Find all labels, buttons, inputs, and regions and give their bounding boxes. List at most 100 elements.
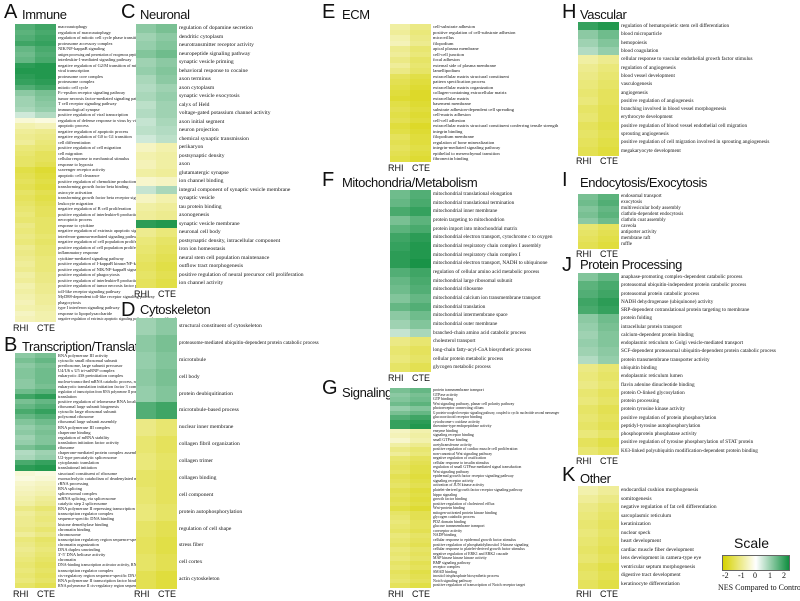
heatmap-cell — [390, 433, 411, 439]
heatmap-cell — [35, 117, 56, 124]
heatmap-cell — [136, 49, 157, 59]
heatmap-cell — [410, 488, 431, 494]
heatmap-cell — [390, 123, 411, 130]
column-label: RHI — [576, 456, 592, 466]
heatmap-cell — [598, 571, 619, 580]
heatmap-cell — [35, 552, 56, 558]
heatmap-cell — [15, 383, 36, 390]
heatmap-cell — [15, 239, 36, 246]
heatmap-cell — [35, 173, 56, 180]
heatmap-cell — [35, 562, 56, 569]
heatmap-cell — [390, 438, 411, 444]
heatmap-cell — [35, 450, 56, 456]
heatmap-cell — [136, 75, 157, 85]
row-label: photoreceptor connecting cilium — [433, 406, 484, 411]
column-label: RHI — [388, 589, 404, 599]
heatmap-cell — [410, 117, 431, 124]
row-label: filopodium membrane — [433, 134, 474, 140]
row-label: protein tyrosine kinase activity — [621, 406, 686, 413]
heatmap-cell — [390, 354, 411, 364]
row-label: eukaryotic translation initiation factor… — [58, 383, 144, 389]
heatmap-cell — [390, 551, 411, 557]
heatmap-cell — [15, 562, 36, 569]
heatmap-cell — [410, 565, 431, 571]
heatmap-cell — [598, 520, 619, 529]
heatmap-cell — [410, 515, 431, 521]
heatmap-cell — [35, 73, 56, 80]
heatmap-cell — [390, 465, 411, 471]
row-label: axon initial segment — [179, 118, 225, 125]
heatmap-cell — [598, 579, 619, 589]
row-label: proteasomal ubiquitin-independent protei… — [621, 282, 747, 289]
heatmap-cell — [390, 24, 411, 31]
row-label: NIK/NF-kappaB signaling — [58, 46, 105, 52]
heatmap-cell — [15, 161, 36, 168]
heatmap-cell — [598, 289, 619, 299]
heatmap-cell — [410, 460, 431, 466]
heatmap-cell — [410, 424, 431, 430]
heatmap-cell — [35, 217, 56, 224]
heatmap-cell — [15, 506, 36, 512]
heatmap-cell — [15, 101, 36, 108]
row-label: polysomal ribosome — [58, 414, 94, 420]
heatmap-cell — [136, 24, 157, 34]
heatmap-cell — [156, 143, 177, 153]
panel-title: Cytoskeleton — [140, 302, 211, 317]
heatmap-cell — [35, 434, 56, 441]
heatmap-cell — [35, 353, 56, 359]
row-label: heart development — [621, 538, 661, 544]
heatmap-cell — [578, 339, 599, 348]
row-label: Wnt-protein binding — [433, 506, 465, 511]
heatmap-cell — [136, 537, 157, 555]
heatmap-cell — [35, 184, 56, 191]
heatmap-cell — [136, 194, 157, 204]
row-label: cytoplasmic translation — [58, 460, 99, 466]
row-label: regulation of defense response to virus … — [58, 117, 142, 123]
row-label: negative regulation of extrinsic apoptot… — [58, 316, 176, 322]
row-label: extracellular matrix organization — [433, 84, 494, 90]
heatmap-cell — [156, 436, 177, 454]
heatmap-cell — [390, 311, 411, 321]
heatmap-cell — [598, 146, 619, 156]
heatmap-cell — [15, 398, 36, 405]
heatmap-cell — [578, 105, 599, 114]
row-label: PDZ domain binding — [433, 519, 466, 524]
heatmap-cell — [35, 68, 56, 75]
row-label: platelet-derived growth factor receptor … — [433, 488, 523, 492]
row-label: external side of plasma membrane — [433, 62, 497, 68]
heatmap-cell — [35, 557, 56, 563]
row-label: behavioral response to cocaine — [179, 67, 248, 74]
heatmap-cell — [578, 146, 599, 156]
heatmap-cell — [35, 145, 56, 152]
heatmap-cell — [15, 542, 36, 548]
heatmap-cell — [136, 185, 157, 195]
row-label: positive regulation of cell population p… — [58, 244, 146, 250]
heatmap-cell — [156, 351, 177, 370]
heatmap-cell — [15, 29, 36, 36]
heatmap-cell — [35, 373, 56, 380]
row-label: cellular response to insulin stimulus — [433, 460, 489, 465]
row-label: immunological synapse — [58, 106, 100, 112]
heatmap-cell — [410, 134, 431, 141]
heatmap-cell — [598, 212, 619, 219]
row-label: Fc-epsilon receptor signaling pathway — [58, 90, 126, 96]
heatmap-cell — [15, 567, 36, 574]
heatmap-cell — [390, 294, 411, 304]
heatmap-cell — [410, 415, 431, 421]
heatmap-cell — [390, 285, 411, 295]
row-label: positive regulation of interleukin-8 pro… — [58, 277, 140, 283]
heatmap-cell — [156, 194, 177, 204]
heatmap-cell — [156, 211, 177, 221]
scale-tick: -2 — [722, 571, 729, 580]
heatmap-cell — [410, 474, 431, 480]
row-label: anaphase-promoting complex-dependent cat… — [621, 274, 743, 280]
heatmap-cell — [410, 346, 431, 356]
heatmap-cell — [410, 328, 431, 338]
heatmap-cell — [136, 368, 157, 386]
row-label: threonine-type endopeptidase activity — [433, 424, 492, 429]
row-label: regulation of hematopoietic stem cell di… — [621, 23, 730, 29]
heatmap-cell — [390, 542, 411, 548]
heatmap-cell — [15, 250, 36, 257]
heatmap-cell — [35, 106, 56, 113]
heatmap-cell — [598, 88, 619, 98]
